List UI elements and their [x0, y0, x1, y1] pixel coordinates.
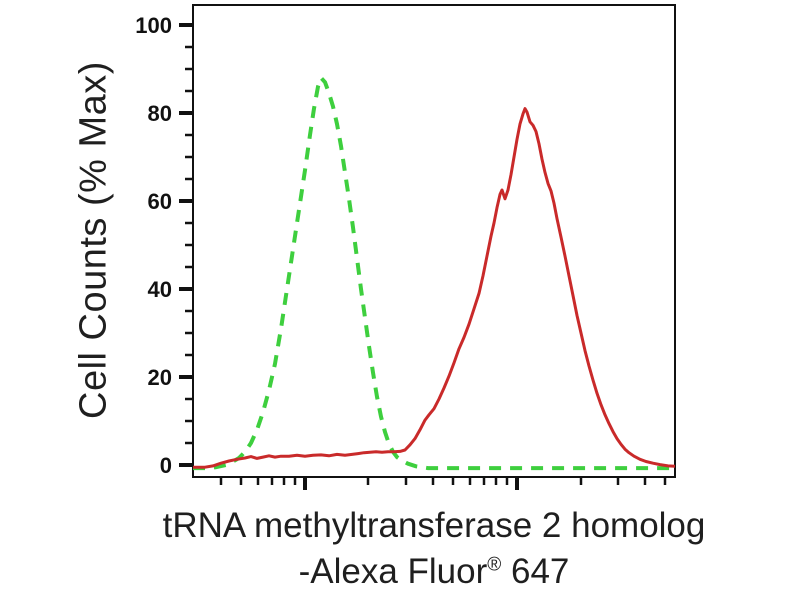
y-tick-label: 20: [148, 365, 172, 390]
x-axis-title-line1: tRNA methyltransferase 2 homolog: [162, 506, 706, 545]
x-axis-title-line2-number: 647: [501, 552, 570, 591]
y-tick-label: 100: [135, 13, 172, 38]
registered-trademark-symbol: ®: [487, 554, 502, 576]
green-dashed-histogram: [193, 75, 675, 471]
y-tick-label: 80: [148, 101, 172, 126]
x-axis-title: tRNA methyltransferase 2 homolog -Alexa …: [68, 503, 800, 595]
x-axis-title-line2: -Alexa Fluor® 647: [68, 549, 800, 595]
y-axis-title: Cell Counts (% Max): [72, 61, 115, 419]
red-solid-histogram: [193, 107, 676, 469]
y-tick-label: 40: [148, 277, 172, 302]
y-tick-label: 60: [148, 189, 172, 214]
x-axis-title-line2-text: -Alexa Fluor: [298, 552, 488, 591]
y-tick-label: 0: [160, 453, 172, 478]
